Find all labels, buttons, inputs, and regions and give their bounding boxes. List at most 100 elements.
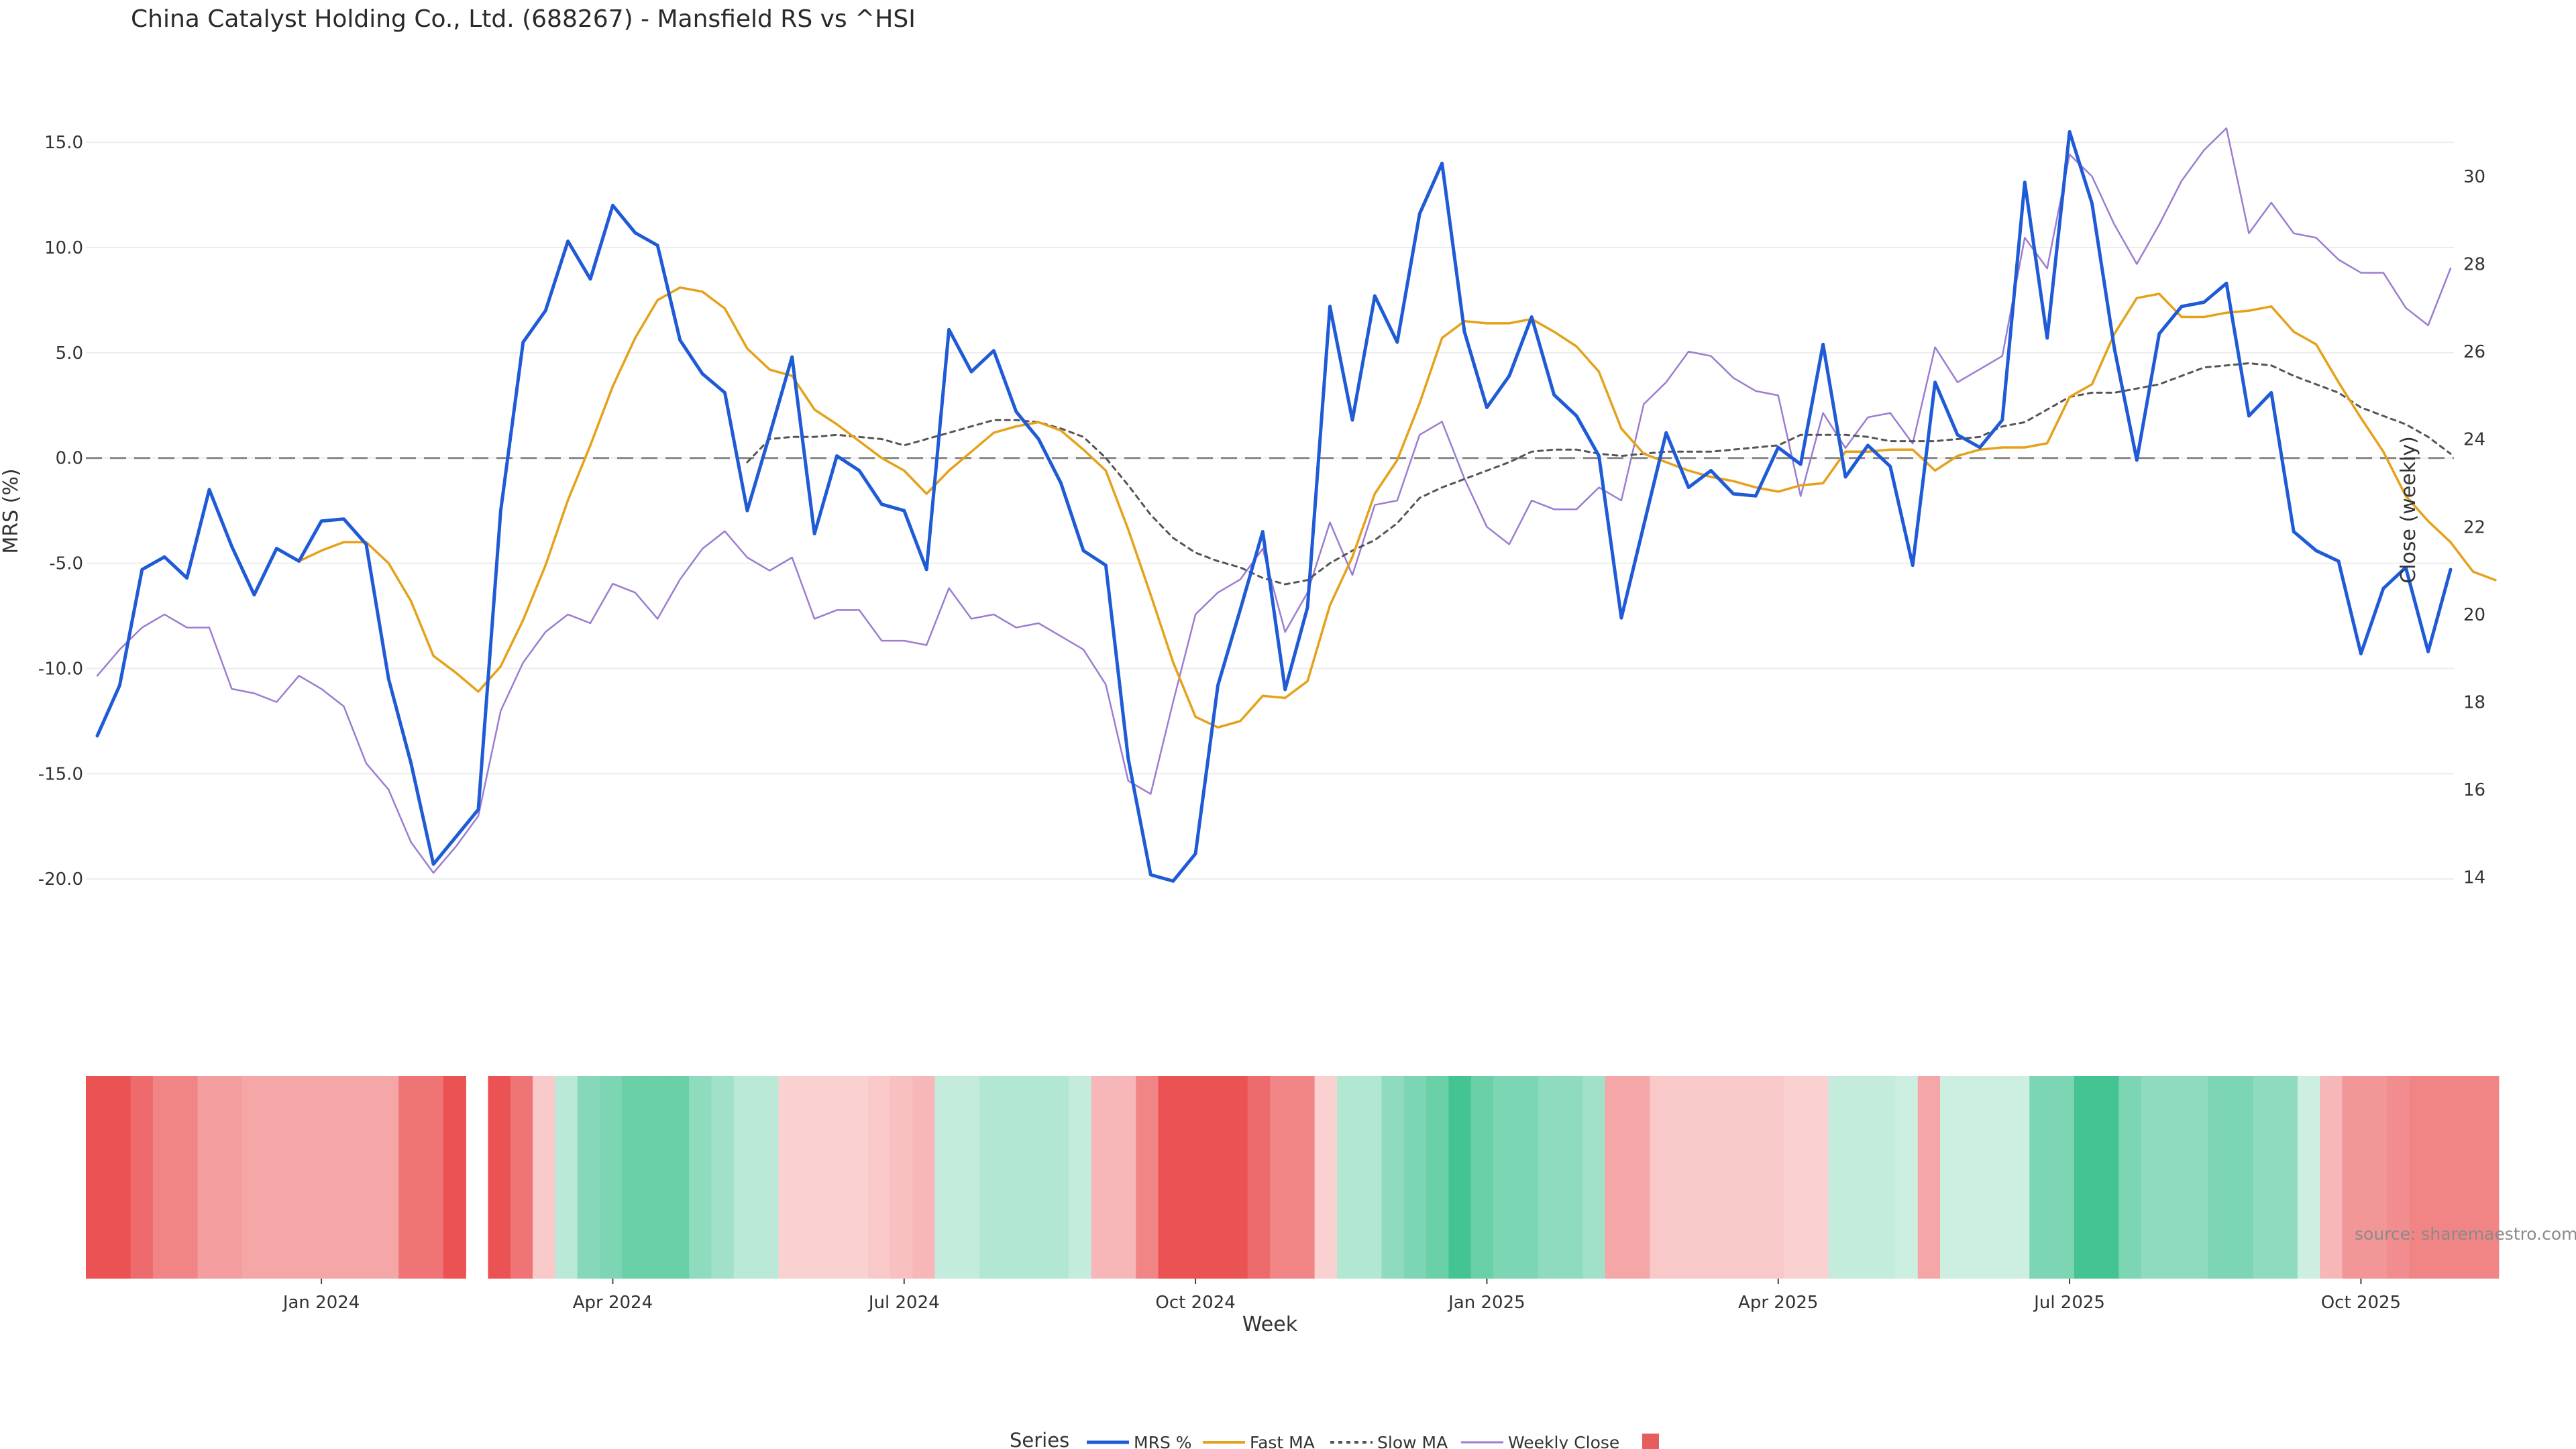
legend-item-mrs[interactable]: MRS % — [1087, 1433, 1192, 1449]
y-right-tick-label: 22 — [2463, 517, 2485, 537]
heatmap-cell — [331, 1076, 355, 1279]
heatmap-cell — [1694, 1076, 1717, 1279]
heatmap-cell — [1783, 1076, 1807, 1279]
heatmap-cell — [1448, 1076, 1472, 1279]
heatmap-cell — [2253, 1076, 2276, 1279]
series-line-mrs — [95, 129, 2453, 883]
y-left-tick-label: 15.0 — [44, 133, 83, 153]
heatmap-cell — [2342, 1076, 2365, 1279]
heatmap-cell — [1739, 1076, 1762, 1279]
heatmap-cell — [1292, 1076, 1316, 1279]
heatmap-cell — [2074, 1076, 2097, 1279]
x-tick-label: Apr 2025 — [1738, 1293, 1818, 1313]
y-left-tick-label: -15.0 — [38, 764, 83, 784]
heatmap-cell — [2006, 1076, 2031, 1279]
heatmap-cell — [1180, 1076, 1203, 1279]
source-annotation: source: sharemaestro.com — [2355, 1224, 2576, 1244]
heatmap-cell — [1962, 1076, 1986, 1279]
y-axis-left-label: MRS (%) — [0, 468, 23, 553]
left-axis-ticks: 15.0 10.0 5.0 0.0 -5.0 -10.0 -15.0 -20.0 — [38, 133, 83, 890]
heatmap-cell — [689, 1076, 712, 1279]
heatmap-cell — [711, 1076, 735, 1279]
heatmap-cell — [488, 1076, 511, 1279]
right-axis-ticks: 30 28 26 24 22 20 18 16 14 — [2463, 167, 2485, 888]
heatmap-cell — [2476, 1076, 2500, 1279]
x-tick-label: Jul 2025 — [2033, 1293, 2105, 1313]
heatmap-cell — [421, 1076, 444, 1279]
x-tick-label: Apr 2024 — [573, 1293, 653, 1313]
x-axis-ticks: Jan 2024 Apr 2024 Jul 2024 Oct 2024 Jan 2025… — [282, 1279, 2401, 1313]
heatmap-cell — [1158, 1076, 1181, 1279]
legend-item-fast-ma[interactable]: Fast MA — [1203, 1433, 1315, 1449]
heatmap-cell — [2186, 1076, 2209, 1279]
heatmap-cell — [1940, 1076, 1964, 1279]
x-tick-label: Jan 2025 — [1447, 1293, 1525, 1313]
heatmap-cell — [398, 1076, 422, 1279]
heatmap-cell — [957, 1076, 980, 1279]
x-tick-label: Oct 2024 — [1155, 1293, 1235, 1313]
y-left-tick-label: 5.0 — [56, 343, 83, 364]
heatmap-cell — [443, 1076, 466, 1279]
heatmap-cell — [242, 1076, 266, 1279]
heatmap-cell — [1314, 1076, 1338, 1279]
heatmap-cell — [622, 1076, 645, 1279]
heatmap-cell — [1761, 1076, 1784, 1279]
heatmap-cell — [354, 1076, 377, 1279]
series-line-fast-ma — [297, 286, 2497, 729]
heatmap-cell — [2320, 1076, 2343, 1279]
heatmap-cell — [2051, 1076, 2075, 1279]
heatmap-cell — [376, 1076, 400, 1279]
heatmap-cell — [577, 1076, 600, 1279]
heatmap-cell — [2118, 1076, 2142, 1279]
heatmap-cell — [800, 1076, 824, 1279]
x-tick-label: Oct 2025 — [2321, 1293, 2401, 1313]
svg-text:Fast MA: Fast MA — [1250, 1433, 1315, 1449]
heatmap-cell — [1560, 1076, 1584, 1279]
legend-item-weekly-close[interactable]: Weekly Close — [1461, 1433, 1619, 1449]
heatmap-cell — [2230, 1076, 2254, 1279]
heatmap-cell — [1069, 1076, 1092, 1279]
heatmap-cell — [1672, 1076, 1695, 1279]
y-right-tick-label: 24 — [2463, 430, 2485, 450]
heatmap-cell — [1582, 1076, 1606, 1279]
heatmap-cell — [1091, 1076, 1114, 1279]
heatmap-cell — [1627, 1076, 1650, 1279]
heatmap-cell — [1113, 1076, 1136, 1279]
heatmap-cell — [2364, 1076, 2387, 1279]
heatmap-cell — [2141, 1076, 2164, 1279]
legend-item-heatmap[interactable] — [1642, 1434, 1659, 1449]
heatmap-cell — [912, 1076, 936, 1279]
heatmap-cell — [86, 1076, 109, 1279]
heatmap-cell — [1515, 1076, 1539, 1279]
y-right-tick-label: 30 — [2463, 167, 2485, 187]
heatmap-cell — [890, 1076, 913, 1279]
svg-text:Weekly Close: Weekly Close — [1508, 1433, 1619, 1449]
heatmap-cell — [2431, 1076, 2455, 1279]
y-right-tick-label: 16 — [2463, 780, 2485, 800]
heatmap-cell — [1247, 1076, 1271, 1279]
heatmap-cell — [1359, 1076, 1383, 1279]
legend-heatmap-swatch — [1642, 1434, 1659, 1449]
heatmap-cell — [2297, 1076, 2320, 1279]
series-line-slow-ma — [746, 362, 2452, 586]
heatmap-cell — [1024, 1076, 1047, 1279]
heatmap-cell — [219, 1076, 243, 1279]
y-left-tick-label: 10.0 — [44, 238, 83, 258]
heatmap-cell — [1717, 1076, 1740, 1279]
y-right-tick-label: 20 — [2463, 605, 2485, 625]
heatmap-cell — [1270, 1076, 1293, 1279]
heatmap-cell — [152, 1076, 176, 1279]
heatmap-cell — [2275, 1076, 2298, 1279]
x-axis-label: Week — [1242, 1313, 1298, 1336]
heatmap-cell — [555, 1076, 578, 1279]
chart-title: China Catalyst Holding Co., Ltd. (688267… — [131, 5, 916, 33]
heatmap-cell — [733, 1076, 757, 1279]
heatmap-cell — [2387, 1076, 2410, 1279]
heatmap-cell — [1850, 1076, 1874, 1279]
heatmap-cell — [845, 1076, 869, 1279]
y-left-tick-label: 0.0 — [56, 449, 83, 469]
legend-item-slow-ma[interactable]: Slow MA — [1330, 1433, 1448, 1449]
svg-text:MRS %: MRS % — [1134, 1433, 1192, 1449]
heatmap-cell — [286, 1076, 310, 1279]
heatmap-cell — [533, 1076, 556, 1279]
